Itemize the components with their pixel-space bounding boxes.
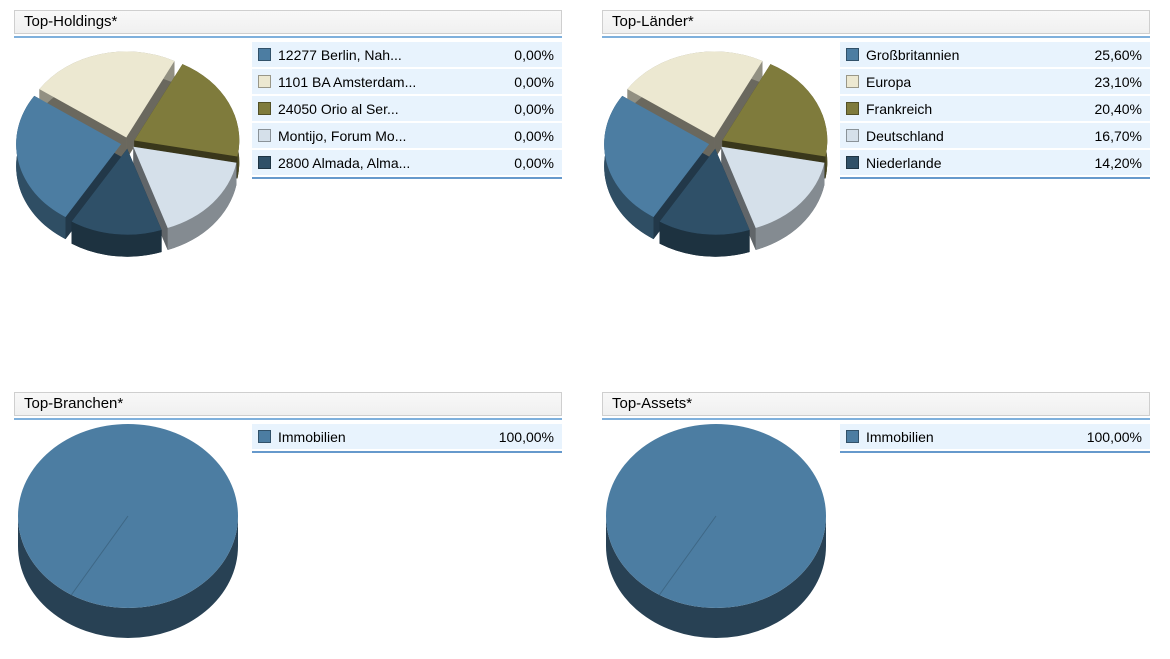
panel-top-laender: Top-Länder* Großbritannien 25,60% Europa 23…: [602, 10, 1150, 382]
legend-swatch-icon: [846, 102, 859, 115]
legend-swatch-icon: [258, 430, 271, 443]
legend-swatch-icon: [258, 75, 271, 88]
legend-swatch-icon: [846, 156, 859, 169]
legend-value: 0,00%: [514, 73, 554, 90]
legend-row: 12277 Berlin, Nah... 0,00%: [252, 42, 562, 67]
panel-title: Top-Länder*: [602, 10, 1150, 34]
legend-swatch-icon: [846, 430, 859, 443]
header-rule: [602, 418, 1150, 420]
header-rule: [602, 36, 1150, 38]
legend-swatch-icon: [258, 102, 271, 115]
legend-swatch-icon: [258, 129, 271, 142]
legend: Immobilien 100,00%: [252, 424, 562, 453]
legend-row: Immobilien 100,00%: [840, 424, 1150, 449]
pie-chart: [18, 424, 238, 638]
legend-label: Deutschland: [866, 127, 944, 144]
pie-chart: [604, 51, 828, 257]
legend-label: 1101 BA Amsterdam...: [278, 73, 417, 90]
legend-row: Deutschland 16,70%: [840, 123, 1150, 148]
legend-rule: [840, 451, 1150, 453]
header-rule: [14, 418, 562, 420]
legend-row: 2800 Almada, Alma... 0,00%: [252, 150, 562, 175]
legend-value: 100,00%: [498, 428, 554, 445]
pie-chart: [16, 51, 240, 257]
header-rule: [14, 36, 562, 38]
legend: 12277 Berlin, Nah... 0,00% 1101 BA Amsterd…: [252, 42, 562, 179]
legend: Immobilien 100,00%: [840, 424, 1150, 453]
legend-rows: Immobilien 100,00%: [252, 424, 562, 449]
legend-rule: [840, 177, 1150, 179]
legend-label: 12277 Berlin, Nah...: [278, 46, 402, 63]
legend-row: 1101 BA Amsterdam... 0,00%: [252, 69, 562, 94]
legend-label: Europa: [866, 73, 912, 90]
legend-value: 0,00%: [514, 100, 554, 117]
panel-top-assets: Top-Assets* Immobilien 100,00%: [602, 392, 1150, 650]
pie-chart: [606, 424, 826, 638]
legend-value: 16,70%: [1094, 127, 1142, 144]
legend: Großbritannien 25,60% Europa 23,10% Frankrei…: [840, 42, 1150, 179]
legend-value: 0,00%: [514, 127, 554, 144]
legend-row: Montijo, Forum Mo... 0,00%: [252, 123, 562, 148]
legend-swatch-icon: [258, 48, 271, 61]
legend-row: 24050 Orio al Ser... 0,00%: [252, 96, 562, 121]
legend-rows: Immobilien 100,00%: [840, 424, 1150, 449]
legend-value: 20,40%: [1094, 100, 1142, 117]
panel-top-holdings: Top-Holdings* 12277 Berlin, Nah... 0,00% 1…: [14, 10, 562, 382]
legend-row: Europa 23,10%: [840, 69, 1150, 94]
legend-rule: [252, 177, 562, 179]
panel-title: Top-Branchen*: [14, 392, 562, 416]
legend-label: Großbritannien: [866, 46, 960, 63]
legend-label: Frankreich: [866, 100, 933, 117]
legend-row: Großbritannien 25,60%: [840, 42, 1150, 67]
legend-label: Immobilien: [866, 428, 934, 445]
legend-value: 23,10%: [1094, 73, 1142, 90]
legend-label: Immobilien: [278, 428, 346, 445]
legend-value: 25,60%: [1094, 46, 1142, 63]
legend-label: Niederlande: [866, 154, 942, 171]
legend-row: Frankreich 20,40%: [840, 96, 1150, 121]
legend-value: 14,20%: [1094, 154, 1142, 171]
legend-value: 0,00%: [514, 154, 554, 171]
legend-swatch-icon: [846, 48, 859, 61]
legend-value: 100,00%: [1086, 428, 1142, 445]
legend-rule: [252, 451, 562, 453]
panel-title: Top-Assets*: [602, 392, 1150, 416]
legend-value: 0,00%: [514, 46, 554, 63]
legend-label: 2800 Almada, Alma...: [278, 154, 411, 171]
legend-rows: Großbritannien 25,60% Europa 23,10% Frankrei…: [840, 42, 1150, 175]
legend-swatch-icon: [846, 75, 859, 88]
legend-row: Immobilien 100,00%: [252, 424, 562, 449]
panel-top-branchen: Top-Branchen* Immobilien 100,00%: [14, 392, 562, 650]
legend-swatch-icon: [846, 129, 859, 142]
legend-rows: 12277 Berlin, Nah... 0,00% 1101 BA Amsterd…: [252, 42, 562, 175]
panel-title: Top-Holdings*: [14, 10, 562, 34]
legend-label: Montijo, Forum Mo...: [278, 127, 407, 144]
legend-row: Niederlande 14,20%: [840, 150, 1150, 175]
legend-label: 24050 Orio al Ser...: [278, 100, 399, 117]
legend-swatch-icon: [258, 156, 271, 169]
